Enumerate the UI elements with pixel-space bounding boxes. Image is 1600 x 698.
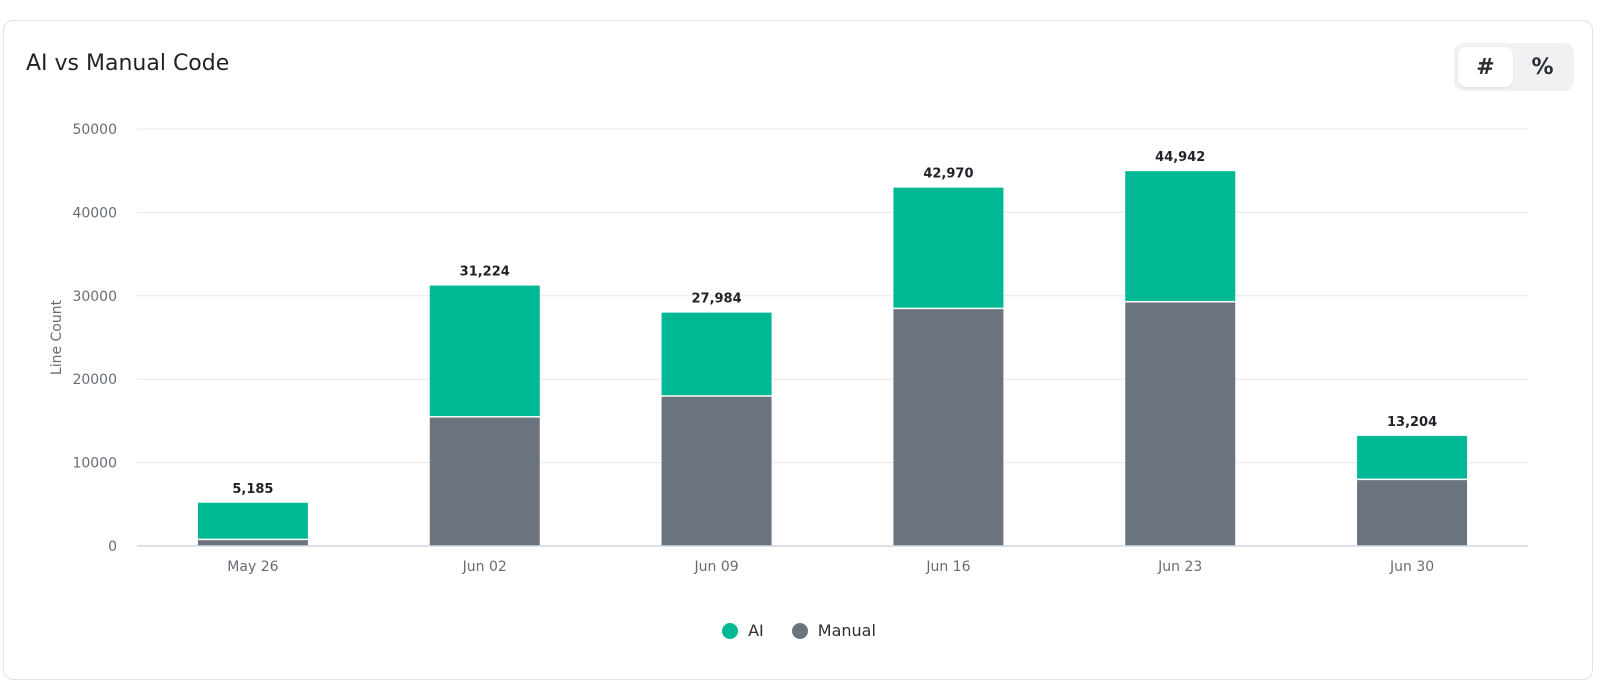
- bar-total-label: 5,185: [232, 482, 273, 497]
- y-tick-label: 30000: [72, 289, 117, 305]
- y-tick-label: 10000: [72, 456, 117, 472]
- grid-lines: [137, 128, 1528, 464]
- y-axis-ticks: 0 10000 20000 30000 40000 50000: [72, 122, 117, 555]
- bar-total-label: 31,224: [460, 265, 510, 280]
- x-tick-label: Jun 30: [1389, 559, 1434, 575]
- bar-ai[interactable]: [197, 502, 308, 539]
- bar-total-label: 42,970: [923, 167, 973, 182]
- bar-manual[interactable]: [1125, 302, 1236, 546]
- bar-manual[interactable]: [661, 396, 772, 546]
- chart-title: AI vs Manual Code: [26, 51, 230, 76]
- y-tick-label: 20000: [72, 372, 117, 388]
- bar-ai[interactable]: [661, 312, 772, 396]
- percent-mode-button[interactable]: %: [1531, 54, 1554, 80]
- legend-dot-icon: [791, 622, 808, 639]
- bar-manual[interactable]: [197, 540, 308, 546]
- legend-label: Manual: [817, 621, 876, 640]
- x-tick-label: Jun 09: [694, 559, 739, 575]
- legend-item-ai[interactable]: AI: [722, 621, 764, 640]
- x-tick-label: Jun 02: [462, 559, 507, 575]
- bar-ai[interactable]: [893, 187, 1004, 308]
- bar-manual[interactable]: [1357, 480, 1468, 546]
- bar-manual[interactable]: [893, 309, 1004, 546]
- bar-ai[interactable]: [1357, 435, 1468, 479]
- y-tick-label: 50000: [72, 122, 117, 138]
- display-mode-toggle: # %: [1454, 43, 1574, 91]
- bar-total-label: 44,942: [1155, 150, 1205, 165]
- count-mode-button[interactable]: #: [1458, 47, 1513, 87]
- x-tick-label: May 26: [227, 559, 278, 575]
- bar-total-label: 13,204: [1387, 415, 1437, 430]
- x-tick-label: Jun 23: [1157, 559, 1202, 575]
- legend: AI Manual: [4, 621, 1594, 640]
- y-axis-label: Line Count: [49, 299, 65, 375]
- stacked-bar-chart: 0 10000 20000 30000 40000 50000 Line Count 5,…: [49, 122, 1528, 575]
- bars: [197, 171, 1468, 546]
- bar-total-label: 27,984: [691, 292, 741, 307]
- legend-dot-icon: [722, 622, 739, 639]
- y-tick-label: 40000: [72, 205, 117, 221]
- bar-ai[interactable]: [429, 285, 540, 417]
- x-tick-label: Jun 16: [925, 559, 970, 575]
- total-labels: 5,185 31,224 27,984 42,970 44,942 13,204: [232, 150, 1437, 497]
- chart-card: AI vs Manual Code # % 0 10000 20000 30000 40…: [3, 20, 1593, 680]
- bar-ai[interactable]: [1125, 171, 1236, 301]
- legend-label: AI: [748, 621, 764, 640]
- x-axis-ticks: May 26 Jun 02 Jun 09 Jun 16 Jun 23 Jun 30: [227, 559, 1434, 575]
- legend-item-manual[interactable]: Manual: [791, 621, 876, 640]
- bar-manual[interactable]: [429, 417, 540, 546]
- y-tick-label: 0: [108, 539, 117, 555]
